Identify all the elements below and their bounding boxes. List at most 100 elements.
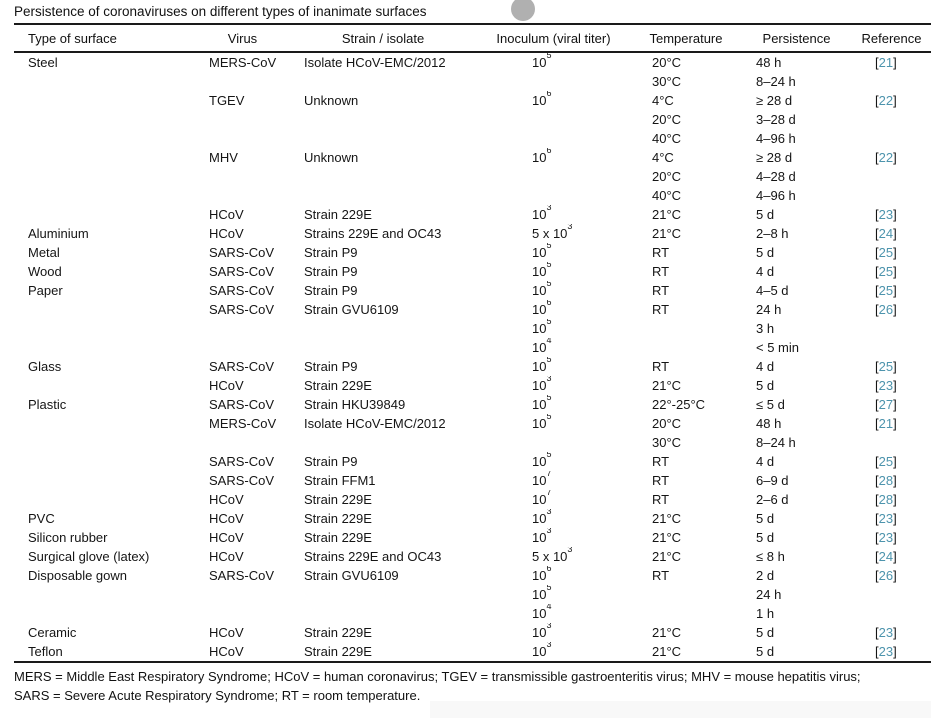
cell-persistence: 6–9 d <box>756 473 789 488</box>
cell-temperature: 20°C <box>652 112 682 127</box>
cell-reference <box>852 110 931 129</box>
reference-link[interactable]: 23 <box>878 530 894 545</box>
reference-link[interactable]: 26 <box>878 302 894 317</box>
cell-surface: PVC <box>28 511 55 526</box>
reference-link[interactable]: 26 <box>878 568 894 583</box>
cell-temperature: 21°C <box>652 530 682 545</box>
reference-link[interactable]: 22 <box>878 150 894 165</box>
cell-surface: Aluminium <box>28 226 89 241</box>
table-row: HCoV Strain 229E 103 21°C 5 d [23] <box>14 205 931 224</box>
cell-temperature: RT <box>652 359 670 374</box>
cell-inoculum: 105 <box>532 414 552 431</box>
col-header-reference: Reference <box>852 24 931 53</box>
cell-temperature: RT <box>652 473 670 488</box>
reference-link[interactable]: 23 <box>878 511 894 526</box>
reference-link[interactable]: 25 <box>878 359 894 374</box>
cell-strain: Strain 229E <box>304 530 372 545</box>
cell-surface <box>14 414 195 433</box>
table-row: Steel MERS-CoV Isolate HCoV-EMC/2012 105 20°… <box>14 52 931 72</box>
cell-reference <box>852 338 931 357</box>
cell-inoculum: 105 <box>532 319 552 336</box>
cell-surface <box>14 186 195 205</box>
col-header-inoculum: Inoculum (viral titer) <box>476 24 631 53</box>
cell-inoculum: 105 <box>532 262 552 279</box>
reference-link[interactable]: 25 <box>878 454 894 469</box>
cell-strain <box>290 167 476 186</box>
cell-inoculum: 106 <box>532 91 552 108</box>
table-row: 20°C 3–28 d <box>14 110 931 129</box>
cell-reference: [28] <box>875 473 897 488</box>
cell-strain: Strain P9 <box>304 264 358 279</box>
cell-strain: Strain GVU6109 <box>304 302 399 317</box>
cell-strain <box>290 186 476 205</box>
reference-link[interactable]: 28 <box>878 492 894 507</box>
cell-surface: Metal <box>28 245 60 260</box>
cell-strain <box>290 585 476 604</box>
reference-link[interactable]: 22 <box>878 93 894 108</box>
col-header-strain-isolate: Strain / isolate <box>290 24 476 53</box>
cell-temperature: 20°C <box>652 55 682 70</box>
cell-temperature: 21°C <box>652 625 682 640</box>
cell-temperature: 21°C <box>652 226 682 241</box>
cell-reference: [21] <box>875 55 897 70</box>
reference-link[interactable]: 23 <box>878 207 894 222</box>
reference-link[interactable]: 23 <box>878 625 894 640</box>
cell-inoculum: 103 <box>532 509 552 526</box>
cell-reference: [27] <box>875 397 897 412</box>
cell-persistence: 2–6 d <box>756 492 789 507</box>
reference-link[interactable]: 24 <box>878 549 894 564</box>
reference-link[interactable]: 25 <box>878 264 894 279</box>
cell-persistence: 4–28 d <box>756 169 796 184</box>
table-row: Metal SARS-CoV Strain P9 105 RT 5 d [25] <box>14 243 931 262</box>
table-row: Disposable gown SARS-CoV Strain GVU6109 106… <box>14 566 931 585</box>
cell-temperature: 22°-25°C <box>652 397 706 412</box>
cell-surface <box>14 91 195 110</box>
reference-link[interactable]: 24 <box>878 226 894 241</box>
cell-surface: Paper <box>28 283 63 298</box>
cell-persistence: 5 d <box>756 511 775 526</box>
footnote-line-1: MERS = Middle East Respiratory Syndrome;… <box>14 669 861 684</box>
reference-link[interactable]: 21 <box>878 416 894 431</box>
cell-inoculum: 106 <box>532 566 552 583</box>
cell-inoculum: 106 <box>532 300 552 317</box>
reference-link[interactable]: 25 <box>878 283 894 298</box>
reference-link[interactable]: 23 <box>878 378 894 393</box>
reference-link[interactable]: 21 <box>878 55 894 70</box>
cell-surface <box>14 319 195 338</box>
reference-link[interactable]: 25 <box>878 245 894 260</box>
cell-surface: Teflon <box>28 644 63 659</box>
cell-inoculum: 104 <box>532 338 552 355</box>
cell-strain: Strain 229E <box>304 644 372 659</box>
cell-surface <box>14 604 195 623</box>
cell-strain: Strain 229E <box>304 625 372 640</box>
cell-virus: SARS-CoV <box>209 568 275 583</box>
table-row: SARS-CoV Strain P9 105 RT 4 d [25] <box>14 452 931 471</box>
cell-inoculum: 103 <box>532 623 552 640</box>
cell-persistence: 4 d <box>756 359 775 374</box>
cell-surface: Silicon rubber <box>28 530 108 545</box>
reference-link[interactable]: 23 <box>878 644 894 659</box>
cell-persistence: ≥ 28 d <box>756 93 793 108</box>
cell-virus: SARS-CoV <box>209 264 275 279</box>
reference-link[interactable]: 27 <box>878 397 894 412</box>
cell-surface: Steel <box>28 55 58 70</box>
cell-surface <box>14 376 195 395</box>
table-row: MERS-CoV Isolate HCoV-EMC/2012 105 20°C 48 h… <box>14 414 931 433</box>
cell-strain <box>290 110 476 129</box>
cell-inoculum: 103 <box>532 376 552 393</box>
cell-strain: Strain P9 <box>304 283 358 298</box>
cell-surface: Plastic <box>28 397 67 412</box>
cell-virus: HCoV <box>209 625 244 640</box>
cell-virus: HCoV <box>209 378 244 393</box>
table-row: 104 1 h <box>14 604 931 623</box>
cell-persistence: 5 d <box>756 378 775 393</box>
cell-persistence: 4 d <box>756 454 775 469</box>
cell-persistence: ≤ 8 h <box>756 549 785 564</box>
cell-reference: [23] <box>875 511 897 526</box>
cell-inoculum: 5 x 103 <box>532 547 573 564</box>
cell-persistence: 3–28 d <box>756 112 796 127</box>
cell-inoculum <box>476 186 631 205</box>
reference-link[interactable]: 28 <box>878 473 894 488</box>
cell-temperature: RT <box>652 245 670 260</box>
cell-persistence: 8–24 h <box>756 435 796 450</box>
